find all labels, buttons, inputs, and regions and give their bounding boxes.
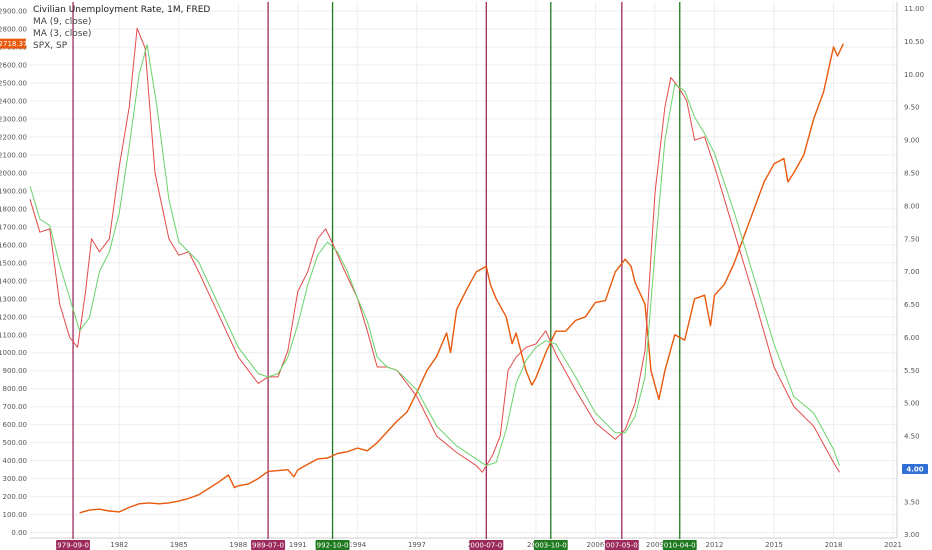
y-left-tick-label: 2200.00: [0, 133, 27, 141]
x-tick-label: 2018: [825, 541, 843, 549]
y-left-tick-label: 1200.00: [0, 313, 27, 321]
y-right-tick-label: 5.50: [904, 367, 920, 375]
series-line-spx-sp: [79, 43, 845, 514]
left-value-badge-label: 2718.37: [0, 40, 27, 48]
y-right-tick-label: 3.00: [904, 531, 920, 539]
y-left-tick-label: 2600.00: [0, 61, 27, 69]
date-tag: 1992-10-01: [312, 540, 353, 550]
date-tag: 2010-04-01: [659, 540, 700, 550]
y-left-tick-label: 600.00: [3, 421, 28, 429]
series-line-ma-9-close: [29, 44, 840, 467]
y-left-tick-label: 800.00: [3, 385, 28, 393]
x-tick-label: 1982: [110, 541, 128, 549]
x-tick-label: 2015: [765, 541, 783, 549]
x-tick-label: 1997: [408, 541, 426, 549]
y-left-tick-label: 400.00: [3, 457, 28, 465]
y-left-tick-label: 1000.00: [0, 349, 27, 357]
value-badges: 2718.37 4.00: [0, 38, 928, 474]
date-tag-label: 2007-05-01: [601, 542, 642, 550]
date-tag-label: 2010-04-01: [659, 542, 700, 550]
y-left-tick-label: 2900.00: [0, 7, 27, 15]
y-left-tick-label: 2300.00: [0, 115, 27, 123]
left-axis: 0.00 100.00 200.00 300.00 400.00 500.00 600.00…: [0, 7, 27, 537]
series-lines: [29, 27, 845, 514]
y-right-tick-label: 9.00: [904, 137, 920, 145]
date-tag: 1989-07-01: [248, 540, 289, 550]
date-tag-bg: [469, 540, 504, 550]
date-tag: 2000-07-01: [466, 540, 507, 550]
x-tick-label: 2009: [646, 541, 664, 549]
y-left-tick-label: 700.00: [3, 403, 28, 411]
date-tag-label: 1992-10-01: [312, 542, 353, 550]
date-tag-bg: [315, 540, 350, 550]
y-left-tick-label: 2000.00: [0, 169, 27, 177]
x-tick-label: 2012: [706, 541, 724, 549]
y-right-tick-label: 11.00: [904, 5, 924, 13]
vertical-markers: 1979-09-01 1989-07-01 1992-10-01 2000-07-01…: [53, 2, 700, 550]
x-tick-label: 1991: [289, 541, 307, 549]
y-left-tick-label: 2500.00: [0, 79, 27, 87]
y-left-tick-label: 2100.00: [0, 151, 27, 159]
y-left-tick-label: 900.00: [3, 367, 28, 375]
y-left-tick-label: 1100.00: [0, 331, 27, 339]
y-left-tick-label: 1600.00: [0, 241, 27, 249]
y-left-tick-label: 1500.00: [0, 259, 27, 267]
y-right-tick-label: 5.00: [904, 400, 920, 408]
y-right-tick-label: 6.00: [904, 334, 920, 342]
legend-ma3: MA (3, close): [33, 29, 92, 39]
date-tag-label: 2000-07-01: [466, 542, 507, 550]
y-right-tick-label: 9.50: [904, 104, 920, 112]
date-tag-label: 1979-09-01: [53, 542, 94, 550]
y-right-tick-label: 7.50: [904, 235, 920, 243]
y-left-tick-label: 200.00: [3, 493, 28, 501]
x-tick-label: 1994: [348, 541, 366, 549]
y-right-tick-label: 8.50: [904, 169, 920, 177]
date-tag-bg: [604, 540, 639, 550]
chart-title: Civilian Unemployment Rate, 1M, FRED: [33, 5, 211, 15]
date-tag-label: 1989-07-01: [248, 542, 289, 550]
y-right-tick-label: 4.50: [904, 433, 920, 441]
left-value-badge: [0, 38, 26, 49]
date-tag: 2007-05-01: [601, 540, 642, 550]
series-line-ma-3-close: [29, 27, 840, 473]
right-value-badge-label: 4.00: [906, 465, 923, 473]
x-tick-label: 1985: [170, 541, 188, 549]
legend-ma9: MA (9, close): [33, 17, 92, 27]
date-tag-bg: [251, 540, 286, 550]
legend-spx: SPX, SP: [33, 41, 68, 51]
y-left-tick-label: 300.00: [3, 475, 28, 483]
y-left-tick-label: 100.00: [3, 511, 28, 519]
date-tag-bg: [56, 540, 91, 550]
x-tick-label: 2006: [587, 541, 605, 549]
y-left-tick-label: 0.00: [11, 529, 27, 537]
date-tag-bg: [533, 540, 568, 550]
legend: Civilian Unemployment Rate, 1M, FRED MA …: [33, 4, 210, 52]
y-left-tick-label: 1700.00: [0, 223, 27, 231]
date-tag-bg: [662, 540, 697, 550]
y-left-tick-label: 1400.00: [0, 277, 27, 285]
y-right-tick-label: 10.00: [904, 71, 924, 79]
y-left-tick-label: 1300.00: [0, 295, 27, 303]
right-axis: 3.00 3.50 4.00 4.50 5.00 5.50 6.00 6.50 7.00 7.50…: [904, 5, 924, 539]
date-tag-label: 2003-10-01: [530, 542, 571, 550]
date-tag: 1979-09-01: [53, 540, 94, 550]
y-left-tick-label: 1900.00: [0, 187, 27, 195]
right-value-badge: [902, 463, 928, 474]
y-left-tick-label: 1800.00: [0, 205, 27, 213]
y-right-tick-label: 7.00: [904, 268, 920, 276]
y-right-tick-label: 8.00: [904, 202, 920, 210]
y-right-tick-label: 3.50: [904, 498, 920, 506]
x-tick-label: 2021: [884, 541, 902, 549]
y-left-tick-label: 2800.00: [0, 25, 27, 33]
y-left-tick-label: 2400.00: [0, 97, 27, 105]
date-tag: 2003-10-01: [530, 540, 571, 550]
grid: [30, 2, 898, 539]
y-right-tick-label: 6.50: [904, 301, 920, 309]
x-tick-label: 1988: [229, 541, 247, 549]
y-right-tick-label: 10.50: [904, 38, 924, 46]
y-left-tick-label: 500.00: [3, 439, 28, 447]
